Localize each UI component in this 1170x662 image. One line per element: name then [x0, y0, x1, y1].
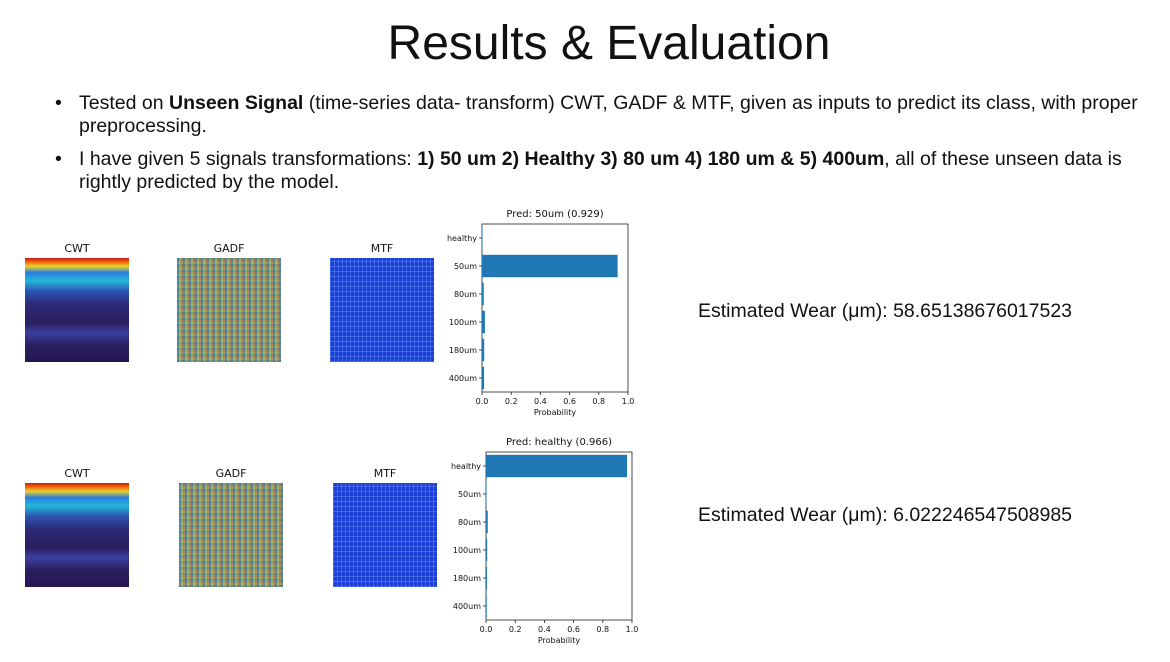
y-tick-label: 80um — [458, 518, 481, 527]
mtf-image — [333, 483, 437, 587]
x-tick-label: 0.6 — [567, 625, 580, 634]
x-tick-label: 0.4 — [534, 397, 547, 406]
bar — [486, 510, 488, 534]
x-tick-label: 0.4 — [538, 625, 551, 634]
y-tick-label: 50um — [454, 262, 477, 271]
bullet-list: Tested on Unseen Signal (time-series dat… — [55, 92, 1155, 204]
mtf-label: MTF — [370, 242, 394, 255]
x-tick-label: 0.6 — [563, 397, 576, 406]
gadf-image — [177, 258, 281, 362]
x-tick-label: 1.0 — [626, 625, 639, 634]
bar — [482, 226, 483, 250]
y-tick-label: 100um — [449, 318, 477, 327]
probability-bar-chart: Pred: 50um (0.929) healthy 50um 80um 100um 18… — [447, 209, 635, 417]
cwt-label: CWT — [64, 242, 90, 255]
x-axis-label: Probability — [538, 636, 581, 645]
y-tick-label: 50um — [458, 490, 481, 499]
bar — [482, 338, 485, 362]
bar — [486, 454, 628, 478]
bar — [482, 366, 485, 390]
y-tick-label: 180um — [453, 574, 481, 583]
gadf-label: GADF — [213, 242, 245, 255]
gadf-label: GADF — [215, 467, 247, 480]
slide-title: Results & Evaluation — [387, 17, 831, 70]
plot-area — [481, 223, 629, 393]
chart-title: Pred: 50um (0.929) — [506, 209, 603, 220]
x-tick-label: 0.0 — [480, 625, 493, 634]
chart-title: Pred: healthy (0.966) — [506, 437, 612, 448]
y-tick-label: 400um — [453, 602, 481, 611]
mtf-label: MTF — [373, 467, 397, 480]
x-tick-label: 0.2 — [505, 397, 518, 406]
y-tick-label: 100um — [453, 546, 481, 555]
bar — [486, 566, 488, 590]
bar — [482, 254, 618, 278]
bullet-item: Tested on Unseen Signal (time-series dat… — [55, 92, 1155, 138]
cwt-image — [25, 483, 129, 587]
x-tick-label: 0.8 — [596, 625, 609, 634]
cwt-image — [25, 258, 129, 362]
y-tick-label: 80um — [454, 290, 477, 299]
gadf-image — [179, 483, 283, 587]
x-tick-label: 0.2 — [509, 625, 522, 634]
bar — [486, 538, 488, 562]
x-axis-label: Probability — [534, 408, 577, 417]
y-tick-label: 400um — [449, 374, 477, 383]
y-tick-label: 180um — [449, 346, 477, 355]
bar — [482, 282, 484, 306]
y-tick-label: healthy — [451, 462, 481, 471]
estimated-wear-text: Estimated Wear (μm): 6.022246547508985 — [698, 504, 1073, 526]
bar — [482, 310, 485, 334]
bar — [486, 594, 487, 618]
cwt-label: CWT — [64, 467, 90, 480]
x-tick-label: 0.8 — [592, 397, 605, 406]
bar — [486, 482, 487, 506]
bullet-item: I have given 5 signals transformations: … — [55, 148, 1155, 194]
probability-bar-chart: Pred: healthy (0.966) healthy 50um 80um 100u… — [451, 437, 639, 645]
plot-area — [485, 451, 633, 621]
y-tick-label: healthy — [447, 234, 477, 243]
mtf-image — [330, 258, 434, 362]
estimated-wear-text: Estimated Wear (μm): 58.65138676017523 — [698, 300, 1073, 322]
x-tick-label: 0.0 — [476, 397, 489, 406]
x-tick-label: 1.0 — [622, 397, 635, 406]
